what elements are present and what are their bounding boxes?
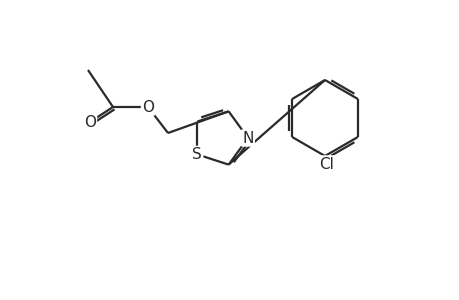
Text: S: S [192, 147, 202, 162]
Text: N: N [242, 130, 253, 146]
Text: O: O [142, 100, 154, 115]
Text: Cl: Cl [319, 157, 334, 172]
Text: O: O [84, 115, 96, 130]
